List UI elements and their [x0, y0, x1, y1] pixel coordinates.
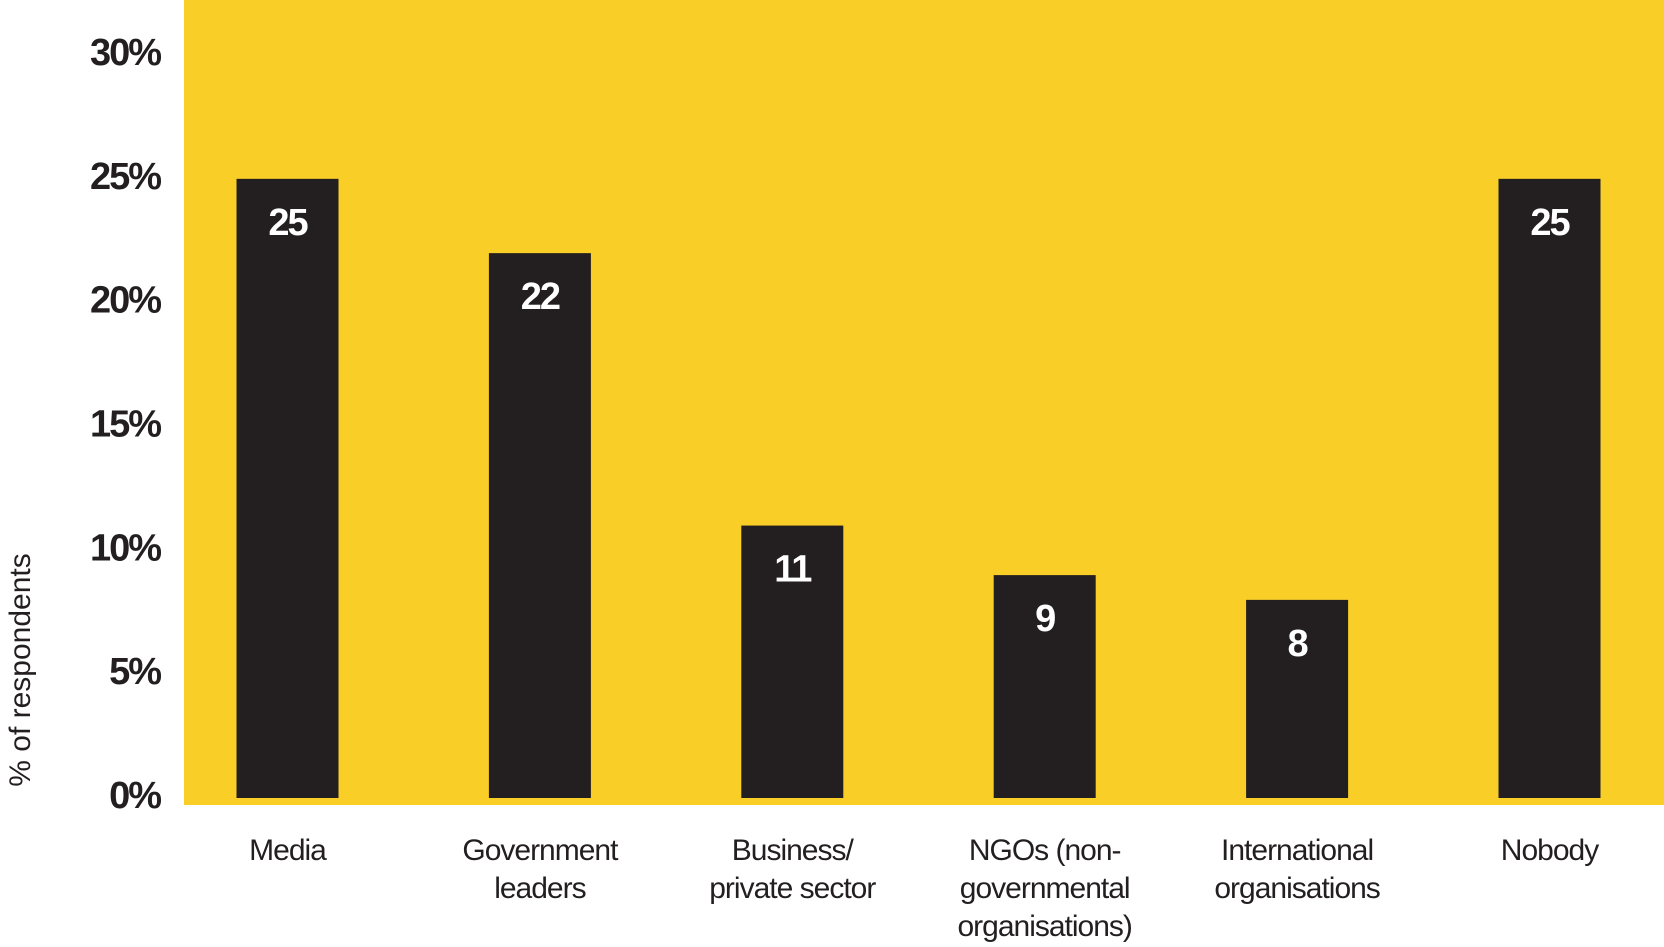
data-label: 9 — [1035, 598, 1055, 640]
y-axis-label: % of respondents — [4, 553, 37, 786]
plot-background — [184, 0, 1664, 805]
bar — [236, 178, 339, 799]
bar — [741, 525, 844, 798]
y-tick-label: 0% — [109, 775, 161, 817]
x-tick-label: NGOs (non-governmental organisations) — [957, 834, 1131, 943]
x-tick-label: Business/private sector — [709, 834, 876, 905]
data-label: 22 — [521, 276, 560, 318]
y-tick-label: 10% — [90, 527, 161, 569]
data-label: 11 — [774, 549, 812, 591]
bar — [993, 575, 1096, 798]
bar — [1246, 599, 1349, 798]
bar — [1498, 178, 1601, 799]
x-tick-label: Nobody — [1501, 834, 1599, 867]
y-tick-label: 20% — [90, 280, 161, 322]
x-tick-label: Government leaders — [462, 834, 619, 905]
x-tick-label: International organisations — [1214, 834, 1379, 905]
data-label: 8 — [1288, 623, 1308, 665]
y-tick-label: 5% — [109, 651, 161, 693]
y-tick-label: 25% — [90, 156, 161, 198]
y-tick-label: 15% — [90, 404, 161, 446]
y-tick-label: 30% — [90, 32, 161, 74]
data-label: 25 — [268, 202, 308, 244]
x-tick-label: Media — [249, 834, 327, 867]
bar — [488, 253, 591, 799]
data-label: 25 — [1530, 202, 1570, 244]
